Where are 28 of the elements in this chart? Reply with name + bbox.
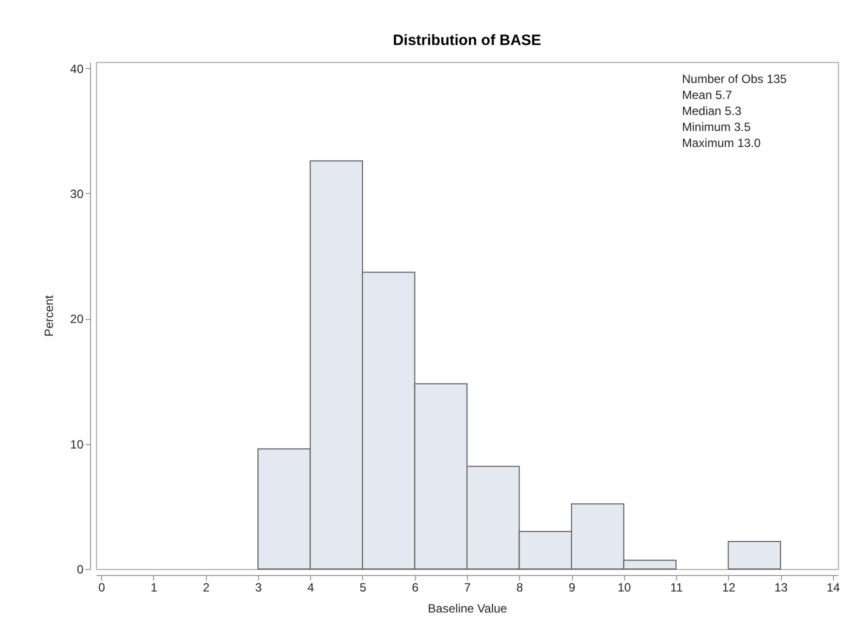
- x-tick-label: 13: [774, 580, 788, 594]
- x-tick-label: 3: [255, 580, 262, 594]
- y-axis-title: Percent: [42, 294, 56, 337]
- y-tick-label: 10: [70, 437, 84, 452]
- x-tick-label: 2: [202, 580, 210, 594]
- annotation: Minimum 3.5: [682, 120, 752, 134]
- x-tick-label: 1: [150, 580, 158, 594]
- annotation: Maximum 13.0: [682, 136, 762, 150]
- annotation: Number of Obs 135: [682, 72, 788, 86]
- chart-title: Distribution of BASE: [392, 32, 542, 49]
- x-tick-label: 4: [307, 580, 314, 594]
- x-tick-label: 10: [618, 580, 632, 594]
- y-tick-label: 0: [76, 562, 84, 576]
- x-tick-label: 5: [360, 580, 367, 594]
- x-tick-label: 7: [464, 580, 472, 594]
- x-tick-label: 9: [568, 580, 576, 594]
- x-tick-label: 8: [516, 580, 524, 594]
- annotation: Median 5.3: [682, 104, 742, 118]
- y-tick-label: 20: [70, 312, 84, 326]
- x-tick-label: 14: [826, 580, 840, 594]
- y-tick-label: 30: [70, 186, 84, 201]
- x-tick-label: 11: [670, 580, 684, 594]
- x-tick-label: 12: [722, 580, 736, 594]
- x-tick-label: 0: [98, 580, 106, 594]
- y-tick-label: 40: [70, 62, 84, 76]
- x-tick-label: 6: [412, 580, 419, 594]
- annotation: Mean 5.7: [682, 88, 732, 102]
- x-axis-title: Baseline Value: [428, 602, 508, 616]
